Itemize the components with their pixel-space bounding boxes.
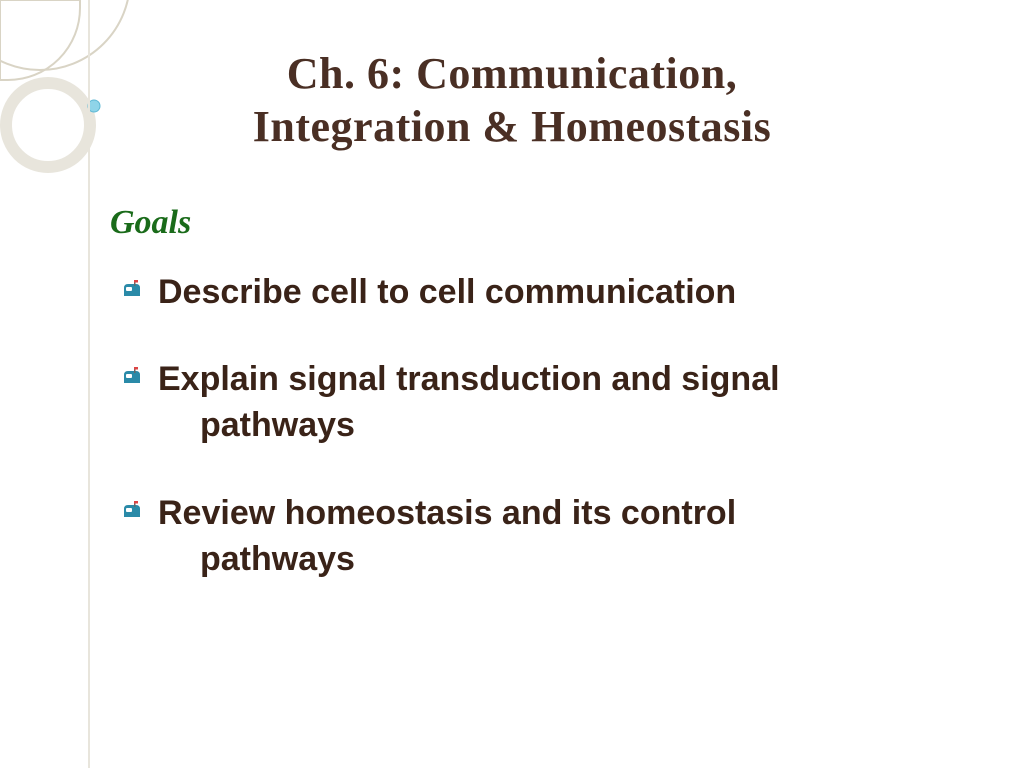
goal-text: Explain signal transduction and signal p… bbox=[158, 357, 780, 449]
mailbox-icon bbox=[120, 365, 144, 389]
goal-item: Describe cell to cell communication bbox=[120, 270, 964, 316]
mailbox-icon bbox=[120, 278, 144, 302]
vertical-divider bbox=[88, 0, 90, 768]
title-line-2: Integration & Homeostasis bbox=[253, 102, 771, 151]
slide-title: Ch. 6: Communication, Integration & Home… bbox=[0, 0, 1024, 154]
title-line-1: Ch. 6: Communication, bbox=[287, 49, 738, 98]
goal-list: Describe cell to cell communication Expl… bbox=[120, 270, 964, 583]
goal-item: Explain signal transduction and signal p… bbox=[120, 357, 964, 449]
goal-text: Review homeostasis and its control pathw… bbox=[158, 491, 736, 583]
goal-item: Review homeostasis and its control pathw… bbox=[120, 491, 964, 583]
goal-text: Describe cell to cell communication bbox=[158, 270, 736, 316]
goals-heading: Goals bbox=[110, 204, 1024, 242]
mailbox-icon bbox=[120, 499, 144, 523]
